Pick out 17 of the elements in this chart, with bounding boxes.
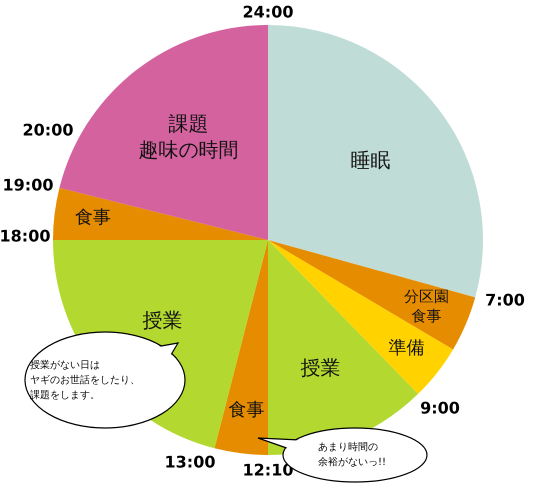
slice-label: 課題趣味の時間 (138, 112, 239, 162)
text: 9:00 (420, 398, 460, 418)
slice-label: 準備 (388, 338, 425, 359)
slice-label: 分区園食事 (404, 287, 449, 325)
slice-label: 食事 (228, 399, 264, 420)
text: 18:00 (0, 226, 50, 246)
text: 13:00 (164, 452, 216, 472)
text: 24:00 (242, 2, 294, 22)
text: 19:00 (2, 176, 54, 194)
text: 20:00 (22, 120, 74, 140)
slice-label: 睡眠 (350, 148, 391, 172)
text: 7:00 (485, 290, 525, 310)
slice-label: 食事 (75, 207, 112, 228)
text: あまり時間の余裕がないっ!! (318, 440, 386, 470)
slice-label: 授業 (142, 308, 183, 332)
slice-label: 授業 (300, 356, 341, 380)
text: 授業がない日はヤギのお世話をしたり、課題をします。 (30, 358, 140, 403)
